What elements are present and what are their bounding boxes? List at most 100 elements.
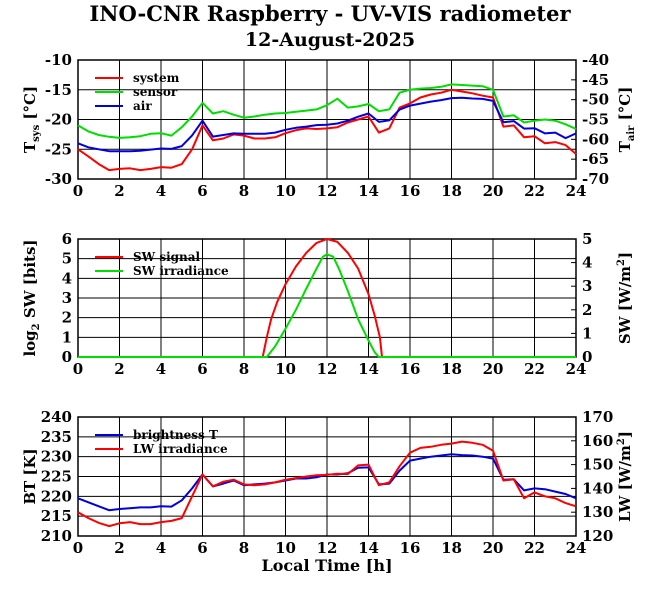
x-tick-label: 18 [441, 360, 462, 378]
series-line-SW-signal [78, 238, 576, 358]
legend-label: LW irradiance [133, 442, 228, 456]
x-tick-label: 4 [156, 360, 166, 378]
y-tick-label-right: 3 [582, 277, 592, 295]
y-tick-label-left: 4 [62, 269, 72, 287]
legend-label: air [133, 99, 152, 113]
y-tick-label-right: 4 [582, 254, 592, 272]
x-tick-label: 2 [114, 539, 124, 557]
x-tick-label: 0 [73, 539, 83, 557]
y-tick-label-left: 5 [62, 250, 72, 268]
y-tick-label-left: -15 [45, 81, 72, 99]
legend-label: SW signal [133, 250, 201, 264]
x-tick-label: 16 [400, 539, 421, 557]
y-tick-label-left: -10 [45, 51, 72, 69]
x-tick-label: 14 [358, 539, 379, 557]
y-tick-label-right: -70 [582, 170, 609, 188]
y-tick-label-right: -55 [582, 111, 609, 129]
y-tick-label-left: 235 [41, 428, 72, 446]
x-tick-label: 20 [483, 539, 504, 557]
y-tick-label-right: -65 [582, 150, 609, 168]
y-axis-label-right: SW [W/m2] [616, 252, 634, 344]
x-axis-label: Local Time [h] [261, 556, 392, 575]
legend-label: system [133, 71, 180, 85]
y-tick-label-right: 0 [582, 348, 592, 366]
y-tick-label-right: -45 [582, 71, 609, 89]
x-tick-label: 8 [239, 539, 249, 557]
legend-label: brightness T [133, 428, 218, 442]
y-tick-label-left: -20 [45, 111, 72, 129]
chart-panels: 0 2 4 6 8 10 12 14 16 18 20 22 24-10-15-20-25-30-40-… [21, 51, 637, 575]
series-line-LW-irradiance [77, 440, 577, 528]
y-tick-label-right: 140 [582, 479, 613, 497]
chart-panel-1: 0 2 4 6 8 10 12 14 16 18 20 22 24-10-15-20-25-30-40-… [21, 51, 637, 200]
y-tick-label-right: 130 [582, 503, 613, 521]
x-tick-label: 6 [197, 360, 207, 378]
x-tick-label: 6 [197, 182, 207, 200]
x-tick-label: 8 [239, 360, 249, 378]
x-tick-label: 24 [566, 360, 587, 378]
y-tick-label-left: 6 [62, 230, 72, 248]
series-line-SW-irradiance [78, 253, 576, 358]
y-tick-label-left: 210 [41, 527, 72, 545]
y-tick-label-right: -40 [582, 51, 609, 69]
x-tick-label: 12 [317, 360, 338, 378]
series-line-air [77, 96, 577, 153]
y-axis-label-left: BT [K] [21, 448, 39, 504]
y-tick-label-left: 240 [41, 408, 72, 426]
x-tick-label: 22 [524, 360, 545, 378]
y-tick-label-right: 150 [582, 456, 613, 474]
x-tick-label: 10 [275, 182, 296, 200]
y-tick-label-left: 3 [62, 289, 72, 307]
y-tick-label-left: 220 [41, 487, 72, 505]
x-tick-label: 14 [358, 182, 379, 200]
y-tick-label-left: 0 [62, 348, 72, 366]
x-tick-label: 22 [524, 539, 545, 557]
x-tick-label: 4 [156, 539, 166, 557]
figure-subtitle: 12-August-2025 [245, 29, 415, 51]
figure-title: INO-CNR Raspberry - UV-VIS radiometer [89, 1, 571, 26]
x-tick-label: 24 [566, 182, 587, 200]
x-tick-label: 0 [73, 182, 83, 200]
x-tick-label: 14 [358, 360, 379, 378]
y-axis-label-left: log2 SW [bits] [21, 239, 42, 356]
y-axis-label-right: LW [W/m2] [616, 431, 634, 522]
y-tick-label-left: 225 [41, 468, 72, 486]
y-tick-label-left: -25 [45, 140, 72, 158]
x-tick-label: 12 [317, 182, 338, 200]
x-tick-label: 2 [114, 182, 124, 200]
x-tick-label: 22 [524, 182, 545, 200]
x-tick-label: 24 [566, 539, 587, 557]
x-tick-label: 18 [441, 539, 462, 557]
plot-frame [77, 416, 577, 537]
y-tick-label-right: 170 [582, 408, 613, 426]
y-tick-label-right: -60 [582, 130, 609, 148]
series-line-sensor [77, 83, 577, 139]
y-tick-label-right: 1 [582, 324, 592, 342]
series-line-system [77, 88, 577, 172]
x-tick-label: 20 [483, 360, 504, 378]
y-tick-label-left: 1 [62, 328, 72, 346]
y-tick-label-right: -50 [582, 91, 609, 109]
y-tick-label-right: 160 [582, 432, 613, 450]
y-tick-label-left: 215 [41, 507, 72, 525]
x-tick-label: 18 [441, 182, 462, 200]
x-tick-label: 4 [156, 182, 166, 200]
y-tick-label-right: 5 [582, 230, 592, 248]
x-tick-label: 20 [483, 182, 504, 200]
x-tick-label: 10 [275, 539, 296, 557]
y-tick-label-left: 230 [41, 448, 72, 466]
x-tick-label: 8 [239, 182, 249, 200]
plot-frame [77, 59, 577, 180]
y-tick-label-left: 2 [62, 309, 72, 327]
legend-label: sensor [133, 85, 178, 99]
chart-panel-3: 0 2 4 6 8 10 12 14 16 18 20 22 242402352302252202152… [21, 408, 634, 575]
y-axis-label-right: Tair [°C] [616, 87, 637, 153]
y-tick-label-right: 2 [582, 301, 592, 319]
x-tick-label: 10 [275, 360, 296, 378]
x-tick-label: 6 [197, 539, 207, 557]
legend-label: SW irradiance [133, 264, 229, 278]
y-tick-label-right: 120 [582, 527, 613, 545]
x-tick-label: 12 [317, 539, 338, 557]
